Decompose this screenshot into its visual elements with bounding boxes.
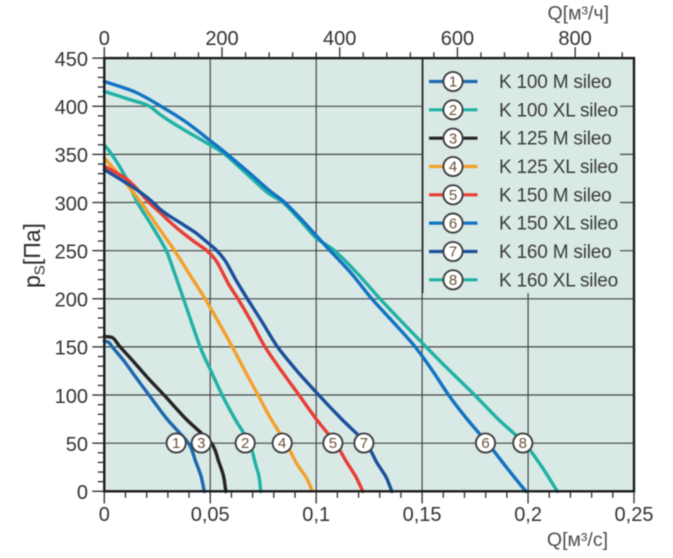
svg-text:7: 7 xyxy=(449,244,457,261)
svg-text:5: 5 xyxy=(449,187,457,204)
svg-text:300: 300 xyxy=(55,193,88,215)
svg-text:350: 350 xyxy=(55,145,88,167)
svg-text:100: 100 xyxy=(55,386,88,408)
svg-text:4: 4 xyxy=(449,159,457,176)
svg-text:0: 0 xyxy=(99,28,110,50)
svg-text:0: 0 xyxy=(77,482,88,504)
svg-text:Q[м³/с]: Q[м³/с] xyxy=(547,529,608,551)
svg-text:250: 250 xyxy=(55,241,88,263)
svg-text:Q[м³/ч]: Q[м³/ч] xyxy=(548,3,609,25)
svg-text:K 125 XL sileo: K 125 XL sileo xyxy=(499,157,618,178)
svg-text:8: 8 xyxy=(519,435,527,452)
svg-text:6: 6 xyxy=(481,435,489,452)
svg-text:3: 3 xyxy=(449,130,457,147)
svg-text:50: 50 xyxy=(66,434,88,456)
svg-text:200: 200 xyxy=(205,28,238,50)
svg-text:200: 200 xyxy=(55,290,88,312)
svg-text:0,15: 0,15 xyxy=(403,504,442,526)
svg-text:0: 0 xyxy=(99,504,110,526)
svg-text:2: 2 xyxy=(241,435,249,452)
svg-text:2: 2 xyxy=(449,102,457,119)
svg-text:K 160 XL sileo: K 160 XL sileo xyxy=(499,270,618,291)
svg-text:450: 450 xyxy=(55,49,88,71)
svg-text:K 150 M sileo: K 150 M sileo xyxy=(499,185,612,206)
svg-text:400: 400 xyxy=(55,97,88,119)
svg-text:8: 8 xyxy=(449,272,457,289)
svg-text:3: 3 xyxy=(197,435,205,452)
svg-text:0,05: 0,05 xyxy=(191,504,230,526)
svg-text:400: 400 xyxy=(323,28,356,50)
svg-text:0,1: 0,1 xyxy=(302,504,330,526)
svg-text:6: 6 xyxy=(449,215,457,232)
svg-text:1: 1 xyxy=(172,435,180,452)
svg-text:7: 7 xyxy=(360,435,368,452)
svg-text:0,25: 0,25 xyxy=(615,504,654,526)
svg-text:K 160 M sileo: K 160 M sileo xyxy=(499,242,612,263)
svg-text:5: 5 xyxy=(329,435,337,452)
svg-text:pS[Па]: pS[Па] xyxy=(19,223,49,288)
svg-text:1: 1 xyxy=(449,74,457,91)
svg-text:K 150 XL sileo: K 150 XL sileo xyxy=(499,214,618,235)
svg-text:K 100 XL sileo: K 100 XL sileo xyxy=(499,100,618,121)
svg-text:800: 800 xyxy=(558,28,591,50)
svg-text:0,2: 0,2 xyxy=(514,504,542,526)
svg-text:4: 4 xyxy=(278,435,286,452)
svg-text:K 100 M sileo: K 100 M sileo xyxy=(499,72,612,93)
svg-text:150: 150 xyxy=(55,338,88,360)
svg-text:K 125 M sileo: K 125 M sileo xyxy=(499,129,612,150)
svg-text:600: 600 xyxy=(441,28,474,50)
